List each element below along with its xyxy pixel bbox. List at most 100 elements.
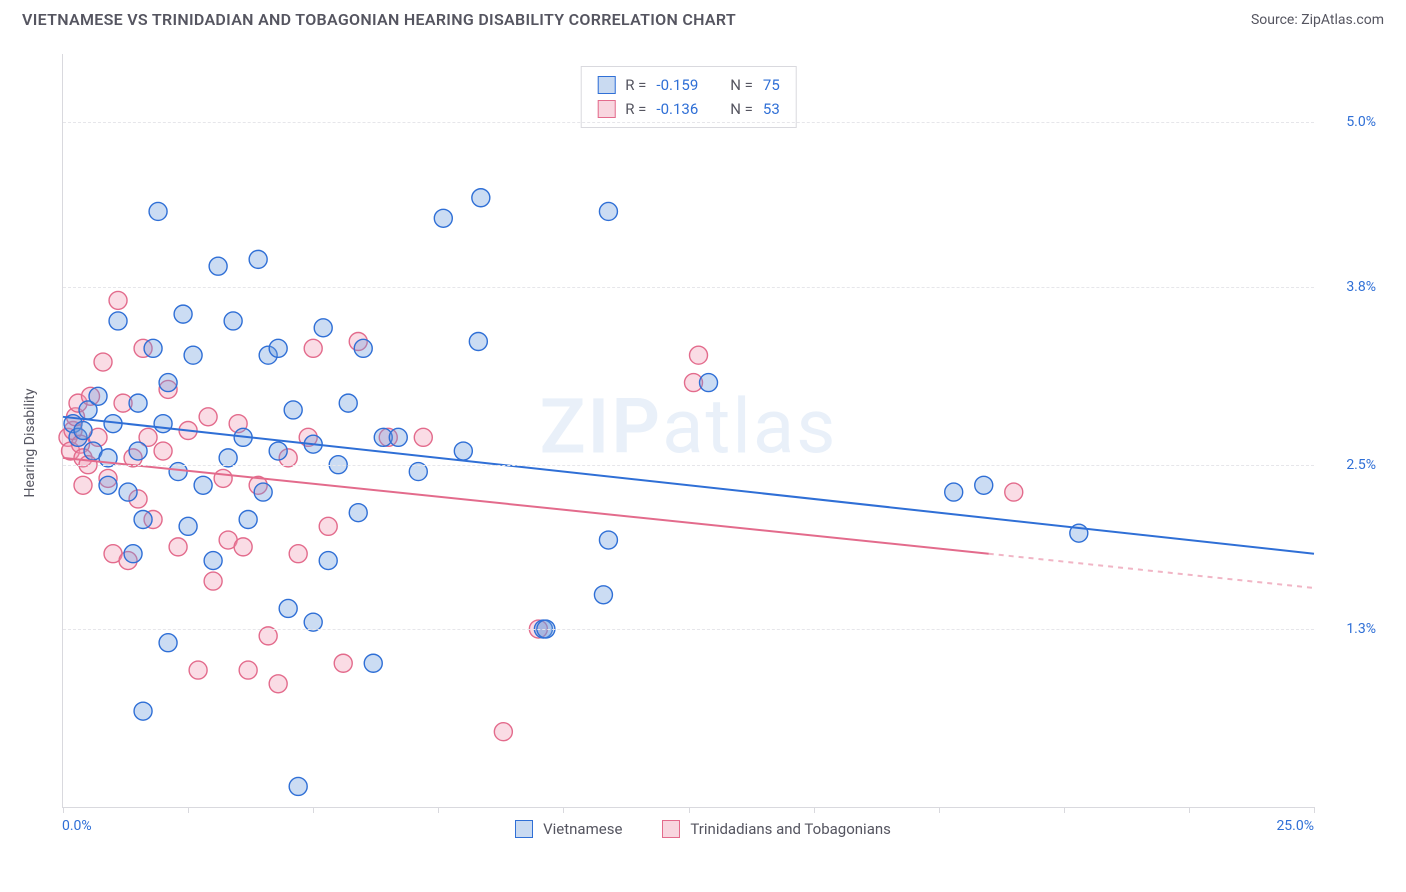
- data-point: [204, 572, 222, 590]
- data-point: [319, 517, 337, 535]
- gridline: [63, 287, 1314, 288]
- regression-line: [63, 458, 989, 554]
- data-point: [469, 333, 487, 351]
- data-point: [149, 202, 167, 220]
- data-point: [945, 483, 963, 501]
- legend-item: Vietnamese: [515, 820, 622, 838]
- data-point: [134, 510, 152, 528]
- data-point: [109, 291, 127, 309]
- data-point: [975, 476, 993, 494]
- data-point: [154, 442, 172, 460]
- x-tick-mark: [438, 807, 439, 813]
- data-point: [134, 702, 152, 720]
- data-point: [434, 209, 452, 227]
- x-tick-mark: [689, 807, 690, 813]
- data-point: [690, 346, 708, 364]
- data-point: [354, 339, 372, 357]
- data-point: [94, 353, 112, 371]
- data-point: [99, 476, 117, 494]
- x-tick-mark: [1064, 807, 1065, 813]
- x-tick-mark: [1189, 807, 1190, 813]
- legend-chip: [515, 820, 533, 838]
- chart-wrap: Hearing Disability ZIPatlas R =-0.159N =…: [22, 44, 1384, 842]
- data-point: [179, 517, 197, 535]
- data-point: [204, 552, 222, 570]
- data-point: [89, 387, 107, 405]
- plot-area: ZIPatlas R =-0.159N =75R =-0.136N =53 1.…: [62, 54, 1314, 808]
- data-point: [319, 552, 337, 570]
- y-tick-label: 5.0%: [1320, 114, 1376, 130]
- regression-line: [989, 554, 1314, 588]
- data-point: [599, 202, 617, 220]
- data-point: [314, 319, 332, 337]
- x-tick-mark: [939, 807, 940, 813]
- data-point: [239, 510, 257, 528]
- chart-title: VIETNAMESE VS TRINIDADIAN AND TOBAGONIAN…: [22, 10, 736, 29]
- chart-header: VIETNAMESE VS TRINIDADIAN AND TOBAGONIAN…: [0, 0, 1406, 37]
- data-point: [109, 312, 127, 330]
- data-point: [214, 469, 232, 487]
- data-point: [349, 504, 367, 522]
- data-point: [159, 634, 177, 652]
- x-tick-mark: [63, 807, 64, 813]
- data-point: [169, 538, 187, 556]
- x-tick-mark: [814, 807, 815, 813]
- chart-source: Source: ZipAtlas.com: [1251, 12, 1384, 28]
- data-point: [74, 476, 92, 494]
- data-point: [119, 483, 137, 501]
- data-point: [472, 189, 490, 207]
- data-point: [334, 654, 352, 672]
- data-point: [254, 483, 272, 501]
- data-point: [174, 305, 192, 323]
- x-tick-mark: [188, 807, 189, 813]
- y-tick-label: 1.3%: [1320, 621, 1376, 637]
- gridline: [63, 629, 1314, 630]
- data-point: [269, 675, 287, 693]
- data-point: [194, 476, 212, 494]
- data-point: [339, 394, 357, 412]
- data-point: [289, 777, 307, 795]
- data-point: [599, 531, 617, 549]
- data-point: [279, 599, 297, 617]
- data-point: [184, 346, 202, 364]
- x-tick-mark: [563, 807, 564, 813]
- scatter-svg: [63, 54, 1314, 807]
- data-point: [494, 723, 512, 741]
- data-point: [239, 661, 257, 679]
- gridline: [63, 122, 1314, 123]
- data-point: [269, 442, 287, 460]
- data-point: [224, 312, 242, 330]
- data-point: [304, 339, 322, 357]
- legend-item: Trinidadians and Tobagonians: [662, 820, 890, 838]
- y-axis-title: Hearing Disability: [22, 389, 38, 498]
- data-point: [124, 545, 142, 563]
- data-point: [249, 250, 267, 268]
- data-point: [700, 374, 718, 392]
- data-point: [234, 538, 252, 556]
- y-tick-label: 2.5%: [1320, 457, 1376, 473]
- data-point: [144, 339, 162, 357]
- data-point: [269, 339, 287, 357]
- data-point: [364, 654, 382, 672]
- data-point: [129, 442, 147, 460]
- data-point: [159, 374, 177, 392]
- data-point: [594, 586, 612, 604]
- data-point: [189, 661, 207, 679]
- data-point: [129, 394, 147, 412]
- data-point: [209, 257, 227, 275]
- x-tick-mark: [313, 807, 314, 813]
- series-legend: Vietnamese Trinidadians and Tobagonians: [22, 820, 1384, 838]
- y-tick-label: 3.8%: [1320, 279, 1376, 295]
- legend-label: Trinidadians and Tobagonians: [690, 820, 890, 838]
- data-point: [1005, 483, 1023, 501]
- legend-chip: [662, 820, 680, 838]
- data-point: [454, 442, 472, 460]
- data-point: [74, 422, 92, 440]
- data-point: [199, 408, 217, 426]
- gridline: [63, 465, 1314, 466]
- data-point: [284, 401, 302, 419]
- legend-label: Vietnamese: [543, 820, 622, 838]
- data-point: [289, 545, 307, 563]
- data-point: [414, 428, 432, 446]
- x-tick-mark: [1314, 807, 1315, 813]
